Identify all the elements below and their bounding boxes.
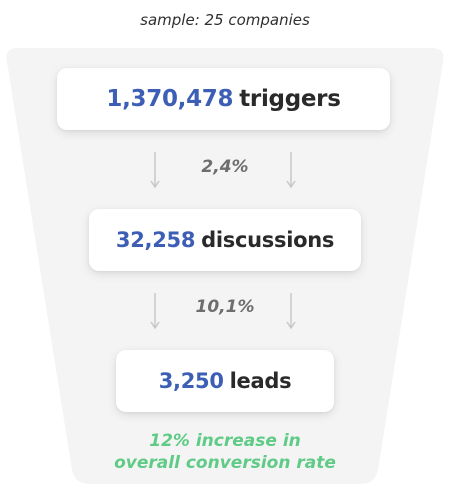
conversion-rate: 10,1% <box>195 297 255 317</box>
conversion-rate: 2,4% <box>201 157 249 177</box>
stage-value: 32,258 <box>115 228 196 252</box>
stage-label: leads <box>229 369 292 393</box>
stage-box-discussions: 32,258 discussions <box>89 209 361 271</box>
conclusion-line: overall conversion rate <box>114 453 336 473</box>
down-arrow-icon <box>150 293 160 330</box>
stage-value: 1,370,478 <box>106 86 234 112</box>
stage-box-leads: 3,250 leads <box>116 350 334 412</box>
stage-value: 3,250 <box>158 369 224 393</box>
conclusion-text: 12% increase in overall conversion rate <box>0 430 450 474</box>
stage-label: discussions <box>201 228 335 252</box>
down-arrow-icon <box>286 152 296 189</box>
stage-label: triggers <box>239 86 341 112</box>
down-arrow-icon <box>150 152 160 189</box>
down-arrow-icon <box>286 293 296 330</box>
conclusion-line: 12% increase in <box>149 431 301 451</box>
sample-note: sample: 25 companies <box>140 11 310 29</box>
stage-box-triggers: 1,370,478 triggers <box>57 68 390 130</box>
